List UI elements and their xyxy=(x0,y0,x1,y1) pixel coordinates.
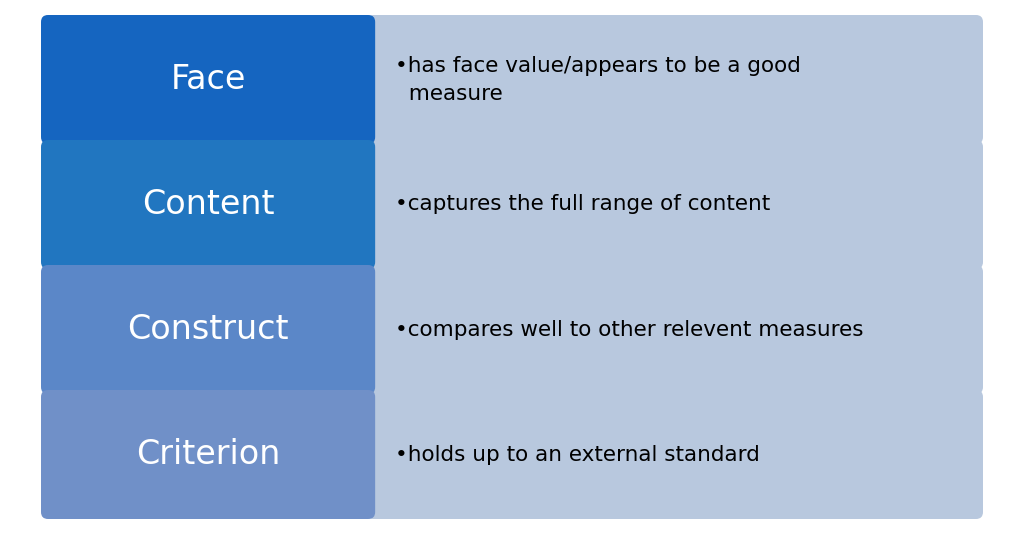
Text: Criterion: Criterion xyxy=(136,438,281,471)
Text: Content: Content xyxy=(142,188,274,221)
FancyBboxPatch shape xyxy=(367,15,983,144)
Text: Face: Face xyxy=(170,63,246,96)
FancyBboxPatch shape xyxy=(367,390,983,519)
FancyBboxPatch shape xyxy=(41,390,375,519)
FancyBboxPatch shape xyxy=(367,140,983,269)
Text: •captures the full range of content: •captures the full range of content xyxy=(395,194,770,215)
FancyBboxPatch shape xyxy=(41,265,375,394)
Text: Construct: Construct xyxy=(127,313,289,346)
Text: •compares well to other relevent measures: •compares well to other relevent measure… xyxy=(395,319,863,340)
FancyBboxPatch shape xyxy=(41,140,375,269)
FancyBboxPatch shape xyxy=(41,15,375,144)
Text: •holds up to an external standard: •holds up to an external standard xyxy=(395,444,760,465)
FancyBboxPatch shape xyxy=(367,265,983,394)
Text: •has face value/appears to be a good
  measure: •has face value/appears to be a good mea… xyxy=(395,56,801,104)
